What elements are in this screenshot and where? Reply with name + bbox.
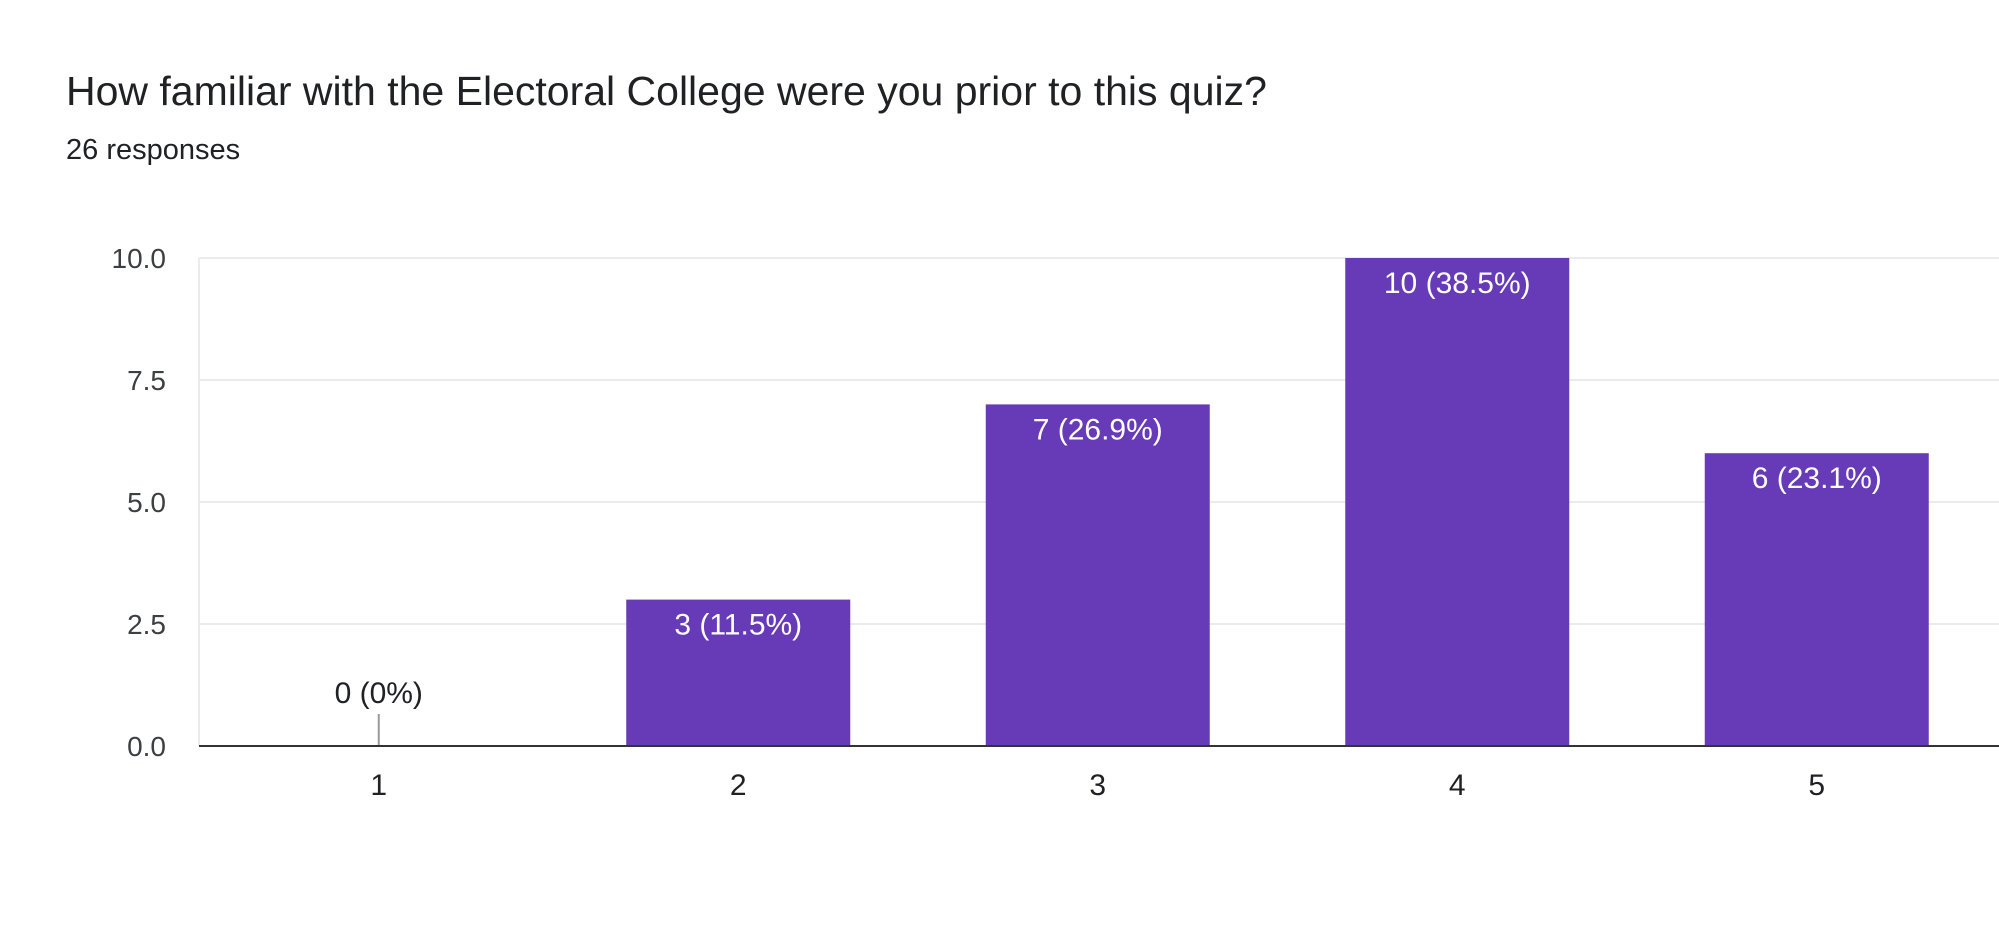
question-title: How familiar with the Electoral College … bbox=[66, 68, 1267, 114]
x-category-label: 5 bbox=[1808, 769, 1825, 802]
x-category-label: 2 bbox=[730, 769, 747, 802]
y-tick-label: 5.0 bbox=[127, 487, 166, 518]
y-tick-label: 0.0 bbox=[127, 731, 166, 762]
x-category-label: 4 bbox=[1449, 769, 1466, 802]
y-tick-label: 7.5 bbox=[127, 365, 166, 396]
bar[interactable] bbox=[1704, 453, 1929, 746]
response-count: 26 responses bbox=[66, 134, 241, 166]
bars bbox=[377, 258, 1929, 746]
bar-data-label: 3 (11.5%) bbox=[674, 609, 802, 642]
bar[interactable] bbox=[985, 404, 1210, 746]
axes: 0.0 2.5 5.0 7.5 10.0 1 2 3 4 5 bbox=[112, 243, 1999, 802]
bar[interactable] bbox=[1345, 258, 1570, 746]
bar-data-label: 0 (0%) bbox=[335, 677, 423, 710]
y-tick-label: 2.5 bbox=[127, 609, 166, 640]
y-tick-label: 10.0 bbox=[112, 243, 167, 274]
bar-data-label: 10 (38.5%) bbox=[1384, 267, 1531, 300]
x-category-label: 3 bbox=[1089, 769, 1106, 802]
bar-data-label: 6 (23.1%) bbox=[1752, 462, 1882, 495]
bar-data-label: 7 (26.9%) bbox=[1033, 413, 1163, 446]
x-category-label: 1 bbox=[370, 769, 387, 802]
data-labels: 0 (0%) 3 (11.5%) 7 (26.9%) 10 (38.5%) 6 (23.… bbox=[335, 267, 1882, 710]
bar[interactable] bbox=[626, 599, 851, 746]
